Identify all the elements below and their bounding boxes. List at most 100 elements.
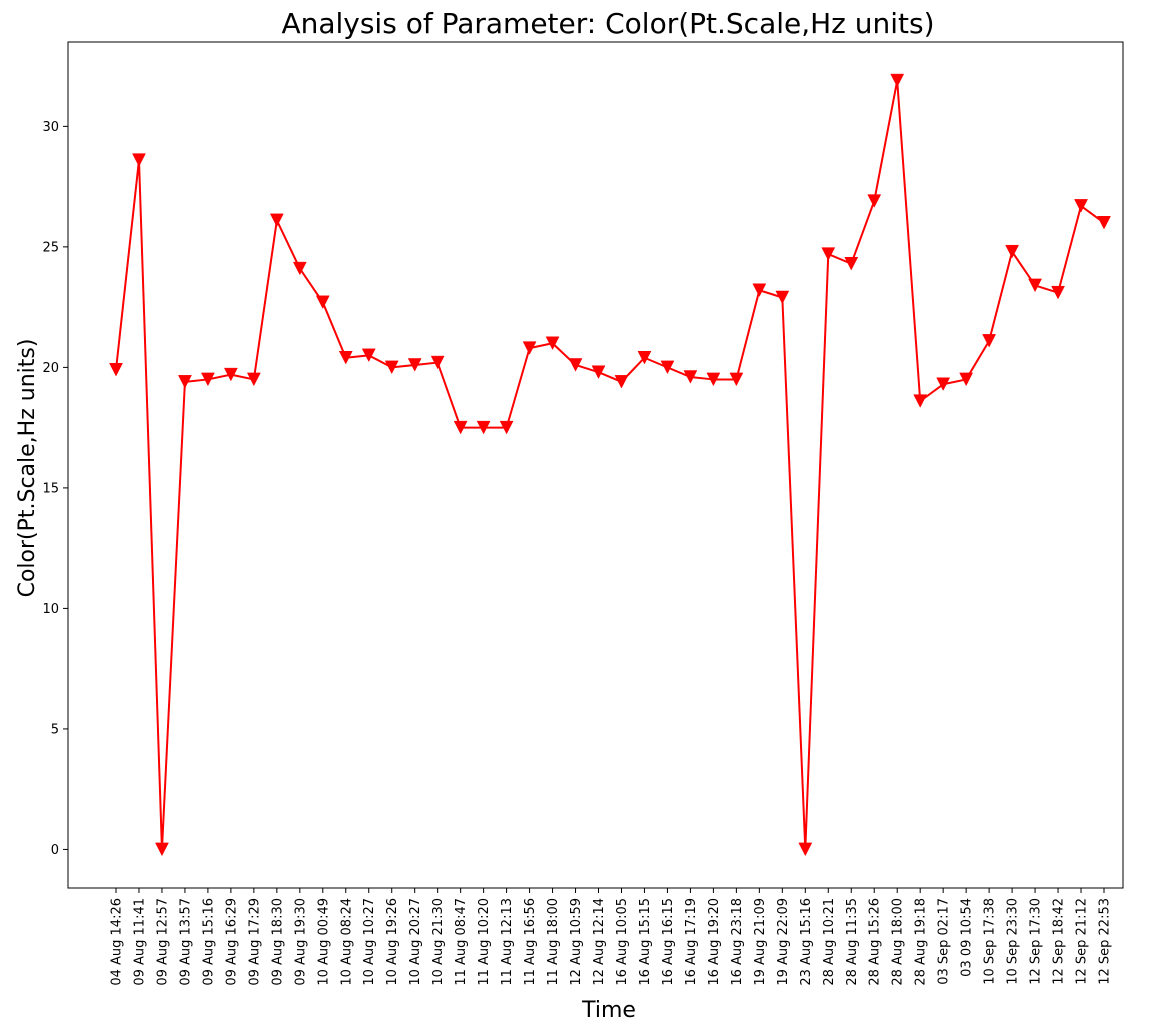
x-tick-label: 11 Aug 08:47 [454, 898, 469, 986]
data-point-marker [178, 375, 192, 389]
x-tick-label: 11 Aug 10:20 [477, 898, 492, 986]
data-point-marker [982, 334, 997, 348]
data-point-marker [292, 261, 307, 276]
data-point-marker [867, 194, 882, 208]
x-tick-label: 09 Aug 11:41 [132, 898, 147, 986]
data-point-marker [591, 365, 606, 379]
data-point-marker [798, 842, 813, 857]
x-tick-label: 28 Aug 19:18 [914, 898, 929, 986]
x-tick-label: 10 Aug 19:26 [385, 898, 400, 986]
data-point-marker [499, 420, 514, 435]
data-point-marker [453, 420, 468, 435]
data-point-marker [315, 295, 330, 310]
data-point-marker [660, 360, 675, 375]
series-line [115, 79, 1105, 851]
x-tick-label: 28 Aug 10:21 [822, 898, 837, 986]
data-point-marker [1074, 199, 1088, 213]
x-tick-label: 12 Sep 18:42 [1052, 898, 1067, 985]
x-tick-label: 09 Aug 13:57 [178, 898, 193, 986]
series-group [109, 73, 1111, 857]
x-tick-label: 10 Aug 00:49 [316, 898, 331, 986]
chart-title: Analysis of Parameter: Color(Pt.Scale,Hz… [281, 7, 934, 40]
x-tick-label: 11 Aug 18:00 [546, 898, 561, 986]
x-tick-label: 10 Sep 17:38 [983, 898, 998, 985]
data-point-marker [545, 336, 560, 351]
data-point-marker [522, 341, 537, 355]
x-tick-label: 10 Aug 20:27 [408, 898, 423, 986]
y-tick-label: 30 [42, 120, 59, 135]
x-tick-label: 16 Aug 23:18 [730, 898, 745, 986]
x-tick-label: 28 Aug 18:00 [891, 898, 906, 986]
x-tick-label: 16 Aug 19:20 [707, 898, 722, 986]
y-axis-label: Color(Pt.Scale,Hz units) [15, 339, 40, 598]
x-tick-label: 09 Aug 16:29 [224, 898, 239, 986]
x-tick-label: 12 Sep 22:53 [1098, 898, 1113, 985]
data-point-marker [683, 370, 698, 384]
data-point-marker [269, 213, 284, 228]
y-tick-label: 0 [51, 843, 59, 858]
data-point-marker [821, 247, 836, 261]
data-point-marker [568, 358, 583, 372]
x-tick-label: 23 Aug 15:16 [799, 898, 814, 986]
x-tick-label: 19 Aug 22:09 [776, 898, 791, 986]
y-tick-label: 20 [42, 361, 59, 376]
data-point-marker [109, 363, 123, 377]
data-point-marker [706, 372, 721, 387]
data-point-marker [614, 375, 629, 389]
data-point-marker [338, 350, 353, 365]
x-tick-label: 16 Aug 17:19 [684, 898, 699, 986]
data-point-marker [476, 420, 491, 435]
x-tick-label: 12 Aug 10:59 [569, 898, 584, 986]
y-tick-label: 25 [42, 240, 59, 255]
x-tick-label: 09 Aug 17:29 [247, 898, 262, 986]
x-tick-label: 04 Aug 14:26 [110, 898, 125, 986]
data-point-marker [637, 350, 652, 365]
x-tick-label: 10 Aug 21:30 [431, 898, 446, 986]
x-tick-label: 09 Aug 15:16 [201, 898, 216, 986]
y-tick-label: 10 [42, 602, 59, 617]
data-point-marker [959, 372, 974, 387]
data-point-marker [890, 73, 905, 88]
x-tick-label: 16 Aug 15:15 [638, 898, 653, 986]
data-point-marker [752, 283, 767, 297]
x-tick-label: 16 Aug 16:15 [661, 898, 676, 986]
data-point-marker [729, 372, 744, 387]
x-tick-label: 03 09 10:54 [960, 898, 975, 977]
data-point-marker [200, 372, 215, 387]
x-tick-label: 09 Aug 12:57 [155, 898, 170, 986]
data-point-marker [844, 256, 859, 271]
y-axis: 0 5 10 15 20 25 30 [42, 120, 68, 858]
y-tick-label: 5 [51, 722, 59, 737]
x-axis: 04 Aug 14:26 09 Aug 11:41 09 Aug 12:57 09 A… [110, 888, 1113, 986]
x-tick-label: 12 Sep 21:12 [1075, 898, 1090, 985]
data-point-marker [1051, 285, 1065, 300]
data-point-marker [775, 290, 790, 305]
x-tick-label: 12 Aug 12:14 [592, 898, 607, 986]
data-point-marker [361, 348, 376, 363]
data-point-marker [407, 358, 422, 372]
x-tick-label: 03 Sep 02:17 [937, 898, 952, 985]
data-point-marker [913, 394, 928, 408]
x-tick-label: 10 Sep 23:30 [1006, 898, 1021, 985]
x-tick-label: 19 Aug 21:09 [753, 898, 768, 986]
x-tick-label: 10 Aug 08:24 [339, 898, 354, 986]
data-point-marker [223, 367, 238, 382]
y-tick-label: 15 [42, 481, 59, 496]
x-tick-label: 09 Aug 18:30 [270, 898, 285, 986]
x-tick-label: 11 Aug 12:13 [500, 898, 515, 986]
x-tick-label: 28 Aug 15:26 [868, 898, 883, 986]
x-tick-label: 16 Aug 10:05 [615, 898, 630, 986]
data-point-marker [1005, 244, 1020, 259]
x-tick-label: 10 Aug 10:27 [362, 898, 377, 986]
data-point-marker [430, 355, 445, 370]
plot-area-frame [67, 41, 1124, 889]
data-point-marker [155, 842, 169, 857]
data-point-marker [1028, 278, 1042, 293]
x-tick-label: 09 Aug 19:30 [293, 898, 308, 986]
data-point-marker [246, 372, 261, 387]
data-point-marker [936, 377, 951, 391]
data-point-marker [384, 360, 399, 375]
x-tick-label: 28 Aug 11:35 [845, 898, 860, 986]
